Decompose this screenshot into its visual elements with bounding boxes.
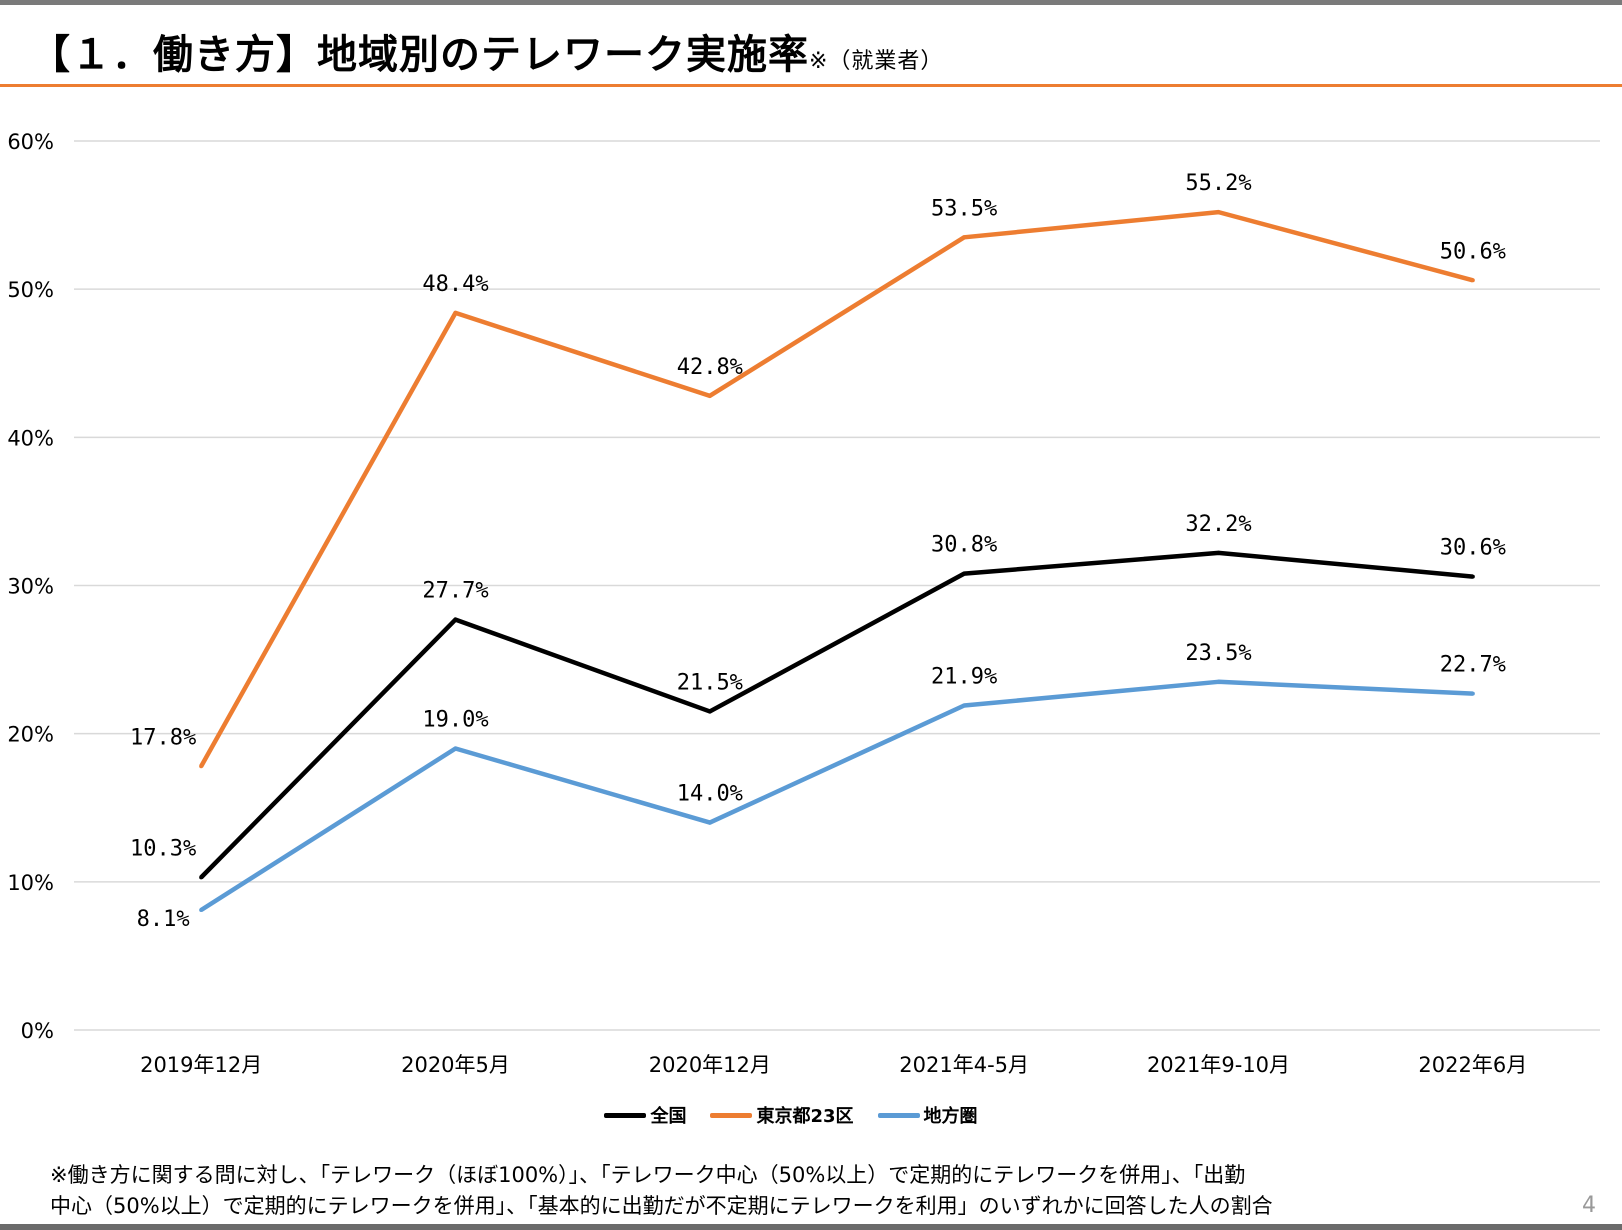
legend-swatch [710,1112,753,1118]
y-tick-label: 30% [7,575,54,599]
data-label: 22.7% [1440,653,1506,678]
top-bar [0,0,1622,5]
page-number: 4 [1582,1193,1596,1218]
data-label: 53.5% [931,196,997,221]
series-line-0 [199,550,1474,879]
x-tick-label: 2020年5月 [401,1053,510,1077]
data-label: 30.6% [1440,536,1506,561]
x-tick-label: 2021年4-5月 [899,1053,1029,1077]
legend-swatch [604,1112,647,1118]
data-point [707,820,712,825]
data-label: 42.8% [677,355,743,380]
data-label: 19.0% [422,707,488,732]
legend-item-regional: 地方圏 [877,1102,978,1128]
data-label: 8.1% [137,907,190,932]
data-point [1216,679,1221,684]
data-point [962,235,967,240]
data-label: 23.5% [1185,641,1251,666]
data-label: 27.7% [422,579,488,604]
title-underline [0,84,1622,87]
legend-label: 地方圏 [923,1106,978,1127]
x-tick-label: 2022年6月 [1418,1053,1527,1077]
footnote-line: 中心（50%以上）で定期的にテレワークを併用」、「基本的に出勤だが不定期にテレワ… [50,1194,1273,1218]
data-point [1216,550,1221,555]
y-tick-label: 50% [7,278,54,302]
data-point [199,764,204,769]
data-label: 32.2% [1185,512,1251,537]
data-point [453,617,458,622]
data-point [962,703,967,708]
y-tick-label: 0% [21,1019,54,1043]
y-tick-label: 40% [7,426,54,450]
series-line-2 [199,679,1473,912]
legend-item-tokyo: 東京都23区 [710,1102,854,1128]
data-point [1216,210,1221,215]
data-point [453,310,458,315]
footnote: ※働き方に関する問に対し、「テレワーク（ほぼ100%）」、「テレワーク中心（50… [50,1160,1273,1222]
data-point [1470,574,1475,579]
data-label: 55.2% [1185,171,1251,196]
data-label: 30.8% [931,533,997,558]
legend-swatch [877,1112,920,1118]
legend: 全国 東京都23区 地方圏 [0,1102,1602,1128]
y-tick-label: 60% [7,130,54,154]
series-line-1 [199,209,1474,768]
data-point [199,907,204,912]
data-point [707,709,712,714]
title-suffix: ※（就業者） [809,49,944,74]
data-label: 21.9% [931,665,997,690]
legend-label: 東京都23区 [756,1106,854,1127]
footnote-line: ※働き方に関する問に対し、「テレワーク（ほぼ100%）」、「テレワーク中心（50… [50,1163,1246,1187]
data-point [962,571,967,576]
data-label: 10.3% [130,836,196,861]
data-point [707,393,712,398]
legend-label: 全国 [650,1106,687,1127]
data-point [1470,278,1475,283]
page-title: 【１．働き方】地域別のテレワーク実施率※（就業者） [30,22,943,80]
data-point [453,746,458,751]
data-label: 17.8% [130,725,196,750]
data-label: 14.0% [677,782,743,807]
y-tick-label: 20% [7,723,54,747]
data-point [1470,691,1475,696]
data-label: 21.5% [677,670,743,695]
data-label: 50.6% [1440,239,1506,264]
x-tick-label: 2020年12月 [649,1053,771,1077]
data-point [199,875,204,880]
bottom-bar [0,1224,1622,1230]
x-tick-label: 2019年12月 [140,1053,262,1077]
data-label: 48.4% [422,272,488,297]
legend-item-national: 全国 [604,1102,686,1128]
x-tick-label: 2021年9-10月 [1147,1053,1290,1077]
title-text: 【１．働き方】地域別のテレワーク実施率 [30,32,809,78]
y-tick-label: 10% [7,871,54,895]
